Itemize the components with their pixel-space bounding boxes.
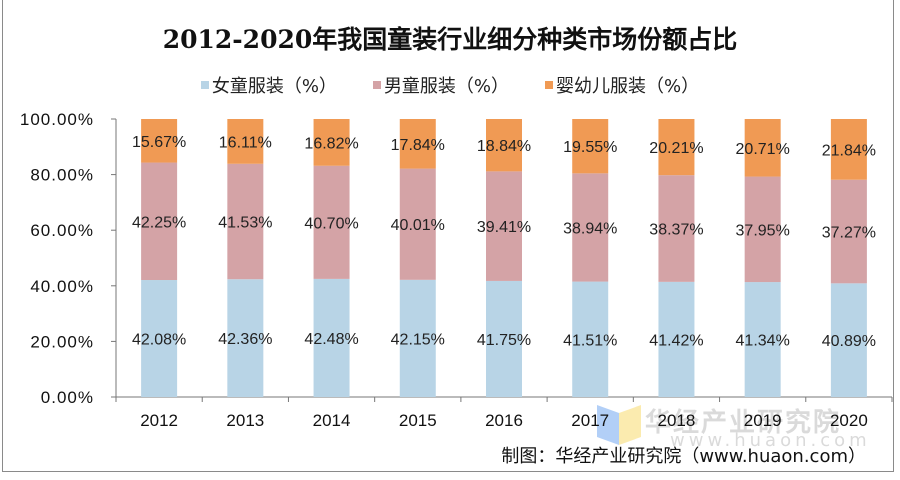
legend-item: 婴幼儿服装（%） — [545, 72, 699, 98]
bar-segment — [486, 171, 522, 281]
watermark-text: 华经产业研究院 — [645, 408, 842, 438]
bar-segment — [141, 280, 178, 397]
bar-segment — [227, 279, 264, 397]
x-tick-label: 2014 — [313, 411, 351, 430]
data-label: 38.94% — [563, 220, 617, 237]
data-label: 41.34% — [736, 333, 790, 350]
bar-segment — [141, 162, 178, 281]
data-label: 41.42% — [649, 332, 703, 349]
watermark-logo — [597, 405, 641, 445]
legend-item: 男童服装（%） — [372, 72, 510, 98]
x-tick-label: 2017 — [571, 411, 609, 430]
data-label: 20.21% — [649, 140, 703, 157]
y-tick-label: 60.00% — [30, 221, 94, 240]
bar-segment — [399, 279, 436, 397]
bar-segment — [313, 165, 350, 279]
bar-segment — [744, 119, 781, 177]
legend-item: 女童服装（%） — [200, 72, 337, 98]
data-label: 42.48% — [304, 331, 358, 348]
bar-segment — [572, 281, 609, 397]
bar-segment — [399, 168, 436, 280]
bar-segment — [830, 179, 867, 284]
data-label: 42.08% — [132, 332, 186, 349]
y-tick-label: 20.00% — [30, 332, 94, 351]
bar-segment — [572, 173, 609, 282]
data-label: 19.55% — [563, 139, 617, 156]
data-label: 16.11% — [219, 134, 272, 151]
data-label: 42.15% — [391, 331, 445, 348]
legend-label: 男童服装（%） — [383, 76, 510, 97]
legend-swatch — [372, 81, 381, 89]
x-tick-label: 2013 — [226, 411, 264, 430]
bar-segment — [572, 119, 609, 174]
bar-segment — [313, 119, 350, 166]
bar-segment — [830, 119, 867, 180]
bar-segment — [658, 175, 695, 282]
y-tick-label: 0.00% — [41, 388, 94, 407]
data-label: 40.70% — [304, 215, 358, 232]
bar-segment — [227, 163, 264, 280]
data-label: 40.89% — [822, 333, 876, 350]
x-tick-label: 2016 — [485, 411, 523, 430]
bar-segment — [658, 119, 695, 176]
bar-segment — [313, 278, 350, 397]
legend-label: 婴幼儿服装（%） — [556, 76, 700, 97]
legend: 女童服装（%） 男童服装（%） 婴幼儿服装（%） — [0, 72, 900, 98]
chart-frame — [2, 0, 894, 472]
y-tick-label: 100.00% — [20, 110, 94, 129]
bar-segment — [744, 282, 781, 397]
data-label: 17.84% — [391, 137, 445, 154]
chart-title: 2012-2020年我国童装行业细分种类市场份额占比 — [162, 25, 738, 54]
bar-segment — [486, 119, 522, 172]
y-tick-label: 80.00% — [30, 166, 94, 185]
x-tick-label: 2019 — [744, 411, 782, 430]
data-label: 41.51% — [563, 332, 617, 349]
data-label: 40.01% — [391, 217, 445, 234]
legend-swatch — [200, 81, 209, 89]
data-label: 21.84% — [822, 142, 876, 159]
data-label: 42.25% — [132, 214, 186, 231]
bar-segment — [399, 119, 436, 169]
bar-segment — [830, 283, 867, 397]
data-label: 37.27% — [822, 225, 876, 242]
data-label: 41.53% — [218, 215, 272, 232]
bar-segment — [141, 119, 178, 163]
legend-swatch — [545, 81, 554, 89]
data-label: 15.67% — [132, 134, 186, 151]
legend-label: 女童服装（%） — [211, 76, 337, 97]
bar-segment — [227, 119, 264, 164]
bar-segment — [658, 281, 695, 397]
bar-segment — [744, 176, 781, 283]
data-label: 42.36% — [218, 331, 272, 348]
x-tick-label: 2012 — [140, 411, 178, 430]
x-tick-label: 2020 — [830, 411, 868, 430]
data-label: 41.75% — [477, 332, 531, 349]
source-note: 制图：华经产业研究院（www.huaon.com） — [501, 446, 866, 467]
data-label: 39.41% — [477, 219, 531, 236]
data-label: 38.37% — [649, 222, 703, 239]
x-tick-label: 2015 — [399, 411, 437, 430]
bar-segment — [486, 280, 522, 397]
data-label: 18.84% — [477, 138, 531, 155]
data-label: 16.82% — [304, 135, 358, 152]
x-tick-label: 2018 — [658, 411, 696, 430]
y-tick-label: 40.00% — [30, 277, 94, 296]
data-label: 37.95% — [736, 222, 790, 239]
watermark-url: www.huaon.com — [670, 430, 871, 451]
data-label: 20.71% — [736, 141, 790, 158]
